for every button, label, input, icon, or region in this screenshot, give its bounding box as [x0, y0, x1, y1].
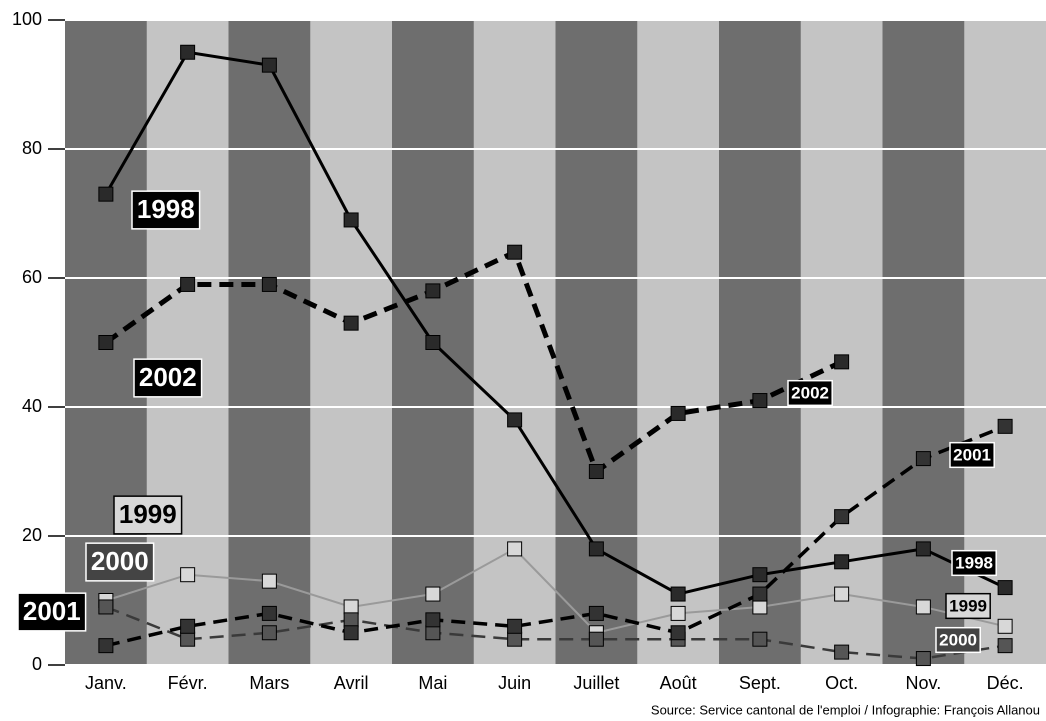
stripe: [556, 20, 638, 665]
marker: [344, 613, 358, 627]
marker: [753, 600, 767, 614]
marker: [508, 542, 522, 556]
x-tick-label: Avril: [334, 673, 369, 693]
series-label-right: 2002: [791, 383, 829, 402]
stripe: [229, 20, 311, 665]
x-tick-label: Déc.: [987, 673, 1024, 693]
marker: [916, 452, 930, 466]
x-tick-label: Janv.: [85, 673, 127, 693]
stripe: [474, 20, 556, 665]
series-label-left: 2001: [23, 596, 81, 626]
marker: [998, 581, 1012, 595]
marker: [344, 626, 358, 640]
marker: [344, 213, 358, 227]
marker: [998, 419, 1012, 433]
marker: [916, 600, 930, 614]
chart: Source: Service cantonal de l'emploi / I…: [0, 0, 1046, 721]
source-note: Source: Service cantonal de l'emploi / I…: [651, 702, 1040, 717]
series-label-right: 2001: [953, 445, 991, 464]
marker: [835, 355, 849, 369]
y-tick-label: 60: [22, 267, 42, 287]
marker: [671, 587, 685, 601]
marker: [181, 277, 195, 291]
marker: [262, 606, 276, 620]
marker: [508, 413, 522, 427]
x-tick-label: Août: [660, 673, 697, 693]
x-tick-label: Mars: [249, 673, 289, 693]
marker: [671, 606, 685, 620]
marker: [99, 187, 113, 201]
x-tick-label: Mai: [418, 673, 447, 693]
marker: [835, 645, 849, 659]
marker: [262, 58, 276, 72]
series-label-right: 1999: [949, 596, 987, 615]
marker: [508, 245, 522, 259]
x-tick-label: Juillet: [573, 673, 619, 693]
marker: [671, 406, 685, 420]
marker: [916, 542, 930, 556]
x-tick-label: Févr.: [168, 673, 208, 693]
marker: [589, 632, 603, 646]
x-tick-label: Juin: [498, 673, 531, 693]
marker: [262, 626, 276, 640]
marker: [181, 619, 195, 633]
marker: [426, 284, 440, 298]
marker: [426, 613, 440, 627]
marker: [181, 45, 195, 59]
marker: [998, 639, 1012, 653]
marker: [99, 600, 113, 614]
marker: [181, 632, 195, 646]
marker: [508, 632, 522, 646]
series-label-left: 2002: [139, 362, 197, 392]
marker: [589, 542, 603, 556]
marker: [671, 626, 685, 640]
marker: [916, 652, 930, 666]
marker: [589, 606, 603, 620]
series-label-left: 1998: [137, 194, 195, 224]
marker: [99, 639, 113, 653]
x-tick-label: Nov.: [906, 673, 942, 693]
series-label-right: 2000: [939, 630, 977, 649]
y-tick-label: 0: [32, 654, 42, 674]
marker: [262, 574, 276, 588]
marker: [262, 277, 276, 291]
series-label-left: 2000: [91, 546, 149, 576]
marker: [753, 632, 767, 646]
marker: [426, 626, 440, 640]
x-tick-label: Sept.: [739, 673, 781, 693]
marker: [753, 568, 767, 582]
marker: [835, 587, 849, 601]
marker: [344, 316, 358, 330]
stripe: [637, 20, 719, 665]
marker: [508, 619, 522, 633]
x-tick-label: Oct.: [825, 673, 858, 693]
marker: [835, 555, 849, 569]
marker: [753, 394, 767, 408]
marker: [426, 587, 440, 601]
y-tick-label: 40: [22, 396, 42, 416]
series-label-left: 1999: [119, 499, 177, 529]
marker: [835, 510, 849, 524]
marker: [344, 600, 358, 614]
y-tick-label: 100: [12, 9, 42, 29]
marker: [998, 619, 1012, 633]
y-tick-label: 20: [22, 525, 42, 545]
marker: [753, 587, 767, 601]
marker: [426, 336, 440, 350]
y-tick-label: 80: [22, 138, 42, 158]
series-label-right: 1998: [955, 553, 993, 572]
marker: [99, 336, 113, 350]
stripe: [310, 20, 392, 665]
marker: [589, 465, 603, 479]
marker: [181, 568, 195, 582]
